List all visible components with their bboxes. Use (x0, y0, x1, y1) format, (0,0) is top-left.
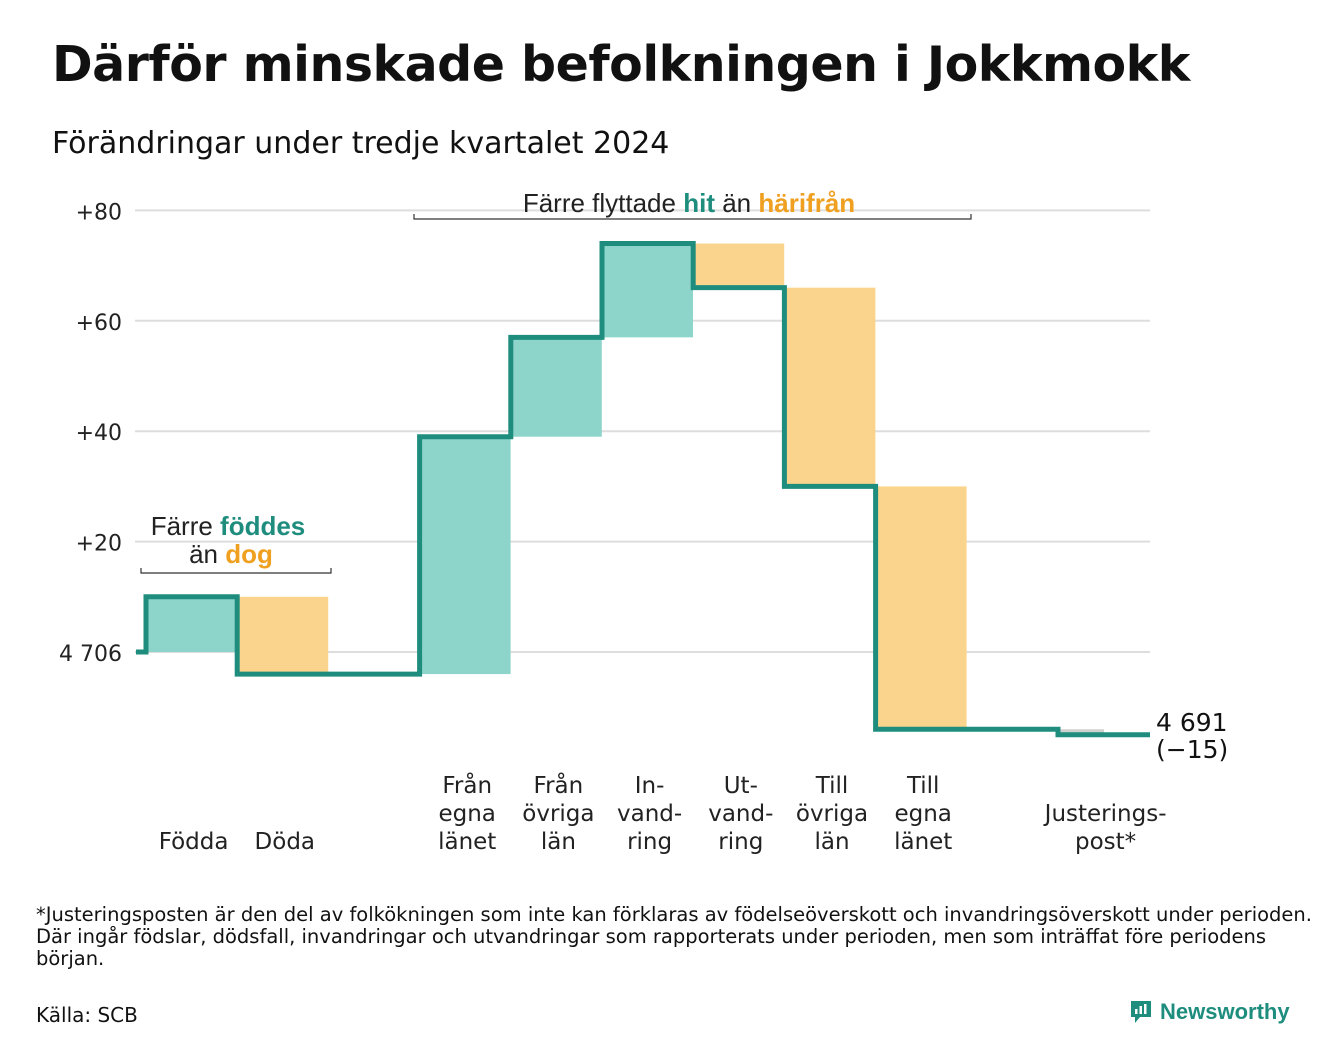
waterfall-bar (419, 436, 511, 675)
newsworthy-logo-icon (1131, 1001, 1151, 1023)
newsworthy-logo-text: Newsworthy (1160, 999, 1290, 1024)
category-label: In- (635, 773, 665, 799)
waterfall-bar (784, 287, 876, 487)
category-label: Från (534, 771, 584, 799)
y-tick-label: +40 (76, 421, 122, 446)
waterfall-bar (510, 337, 602, 437)
y-start-label: 4 706 (59, 642, 122, 667)
source-note: Källa: SCB (36, 1003, 138, 1027)
migration-bracket (413, 214, 972, 220)
y-tick-label: +20 (76, 532, 122, 557)
y-tick-label: +80 (76, 200, 122, 225)
category-label: övriga (522, 801, 594, 827)
category-label: Födda (159, 829, 229, 855)
category-label: egna (438, 801, 495, 827)
cumulative-step-line (136, 241, 1150, 738)
category-label: län (541, 829, 576, 855)
category-label: övriga (796, 801, 868, 827)
footnote: *Justeringsposten är den del av folkökni… (36, 903, 1312, 970)
chart-title: Därför minskade befolkningen i Jokkmokk (52, 36, 1190, 93)
category-label: Från (442, 771, 492, 799)
category-label: Döda (255, 829, 315, 855)
bar-layer (146, 243, 1104, 735)
category-label: post* (1075, 829, 1136, 855)
category-label: länet (894, 829, 952, 855)
category-label: egna (894, 801, 951, 827)
category-label: ring (718, 829, 763, 855)
category-label: ring (627, 829, 672, 855)
line-layer (136, 241, 1150, 738)
waterfall-bar (875, 486, 967, 730)
waterfall-bar (146, 596, 237, 652)
category-label: Till (815, 773, 849, 799)
category-label: vand- (708, 801, 773, 827)
category-label: Ut- (724, 773, 758, 799)
end-value-label: 4 691 (1156, 708, 1228, 737)
migration-annotation: Färre flyttade hit än härifrån (523, 188, 855, 218)
category-label: vand- (617, 801, 682, 827)
category-label: Till (906, 773, 940, 799)
category-label: Justerings- (1043, 801, 1167, 827)
y-tick-label: +60 (76, 311, 122, 336)
waterfall-bar (602, 243, 693, 338)
birth-death-bracket (140, 568, 332, 574)
category-label: länet (438, 829, 496, 855)
waterfall-bar (1060, 729, 1104, 735)
newsworthy-logo: Newsworthy (1128, 998, 1290, 1026)
chart-subtitle: Förändringar under tredje kvartalet 2024 (52, 126, 670, 161)
end-change-label: (−15) (1156, 735, 1228, 764)
birth-death-annotation-line2: än dog (189, 539, 273, 569)
waterfall-bar (237, 596, 329, 675)
birth-death-annotation: Färre föddes (151, 511, 306, 541)
waterfall-bar (693, 243, 785, 288)
category-label: län (814, 829, 849, 855)
